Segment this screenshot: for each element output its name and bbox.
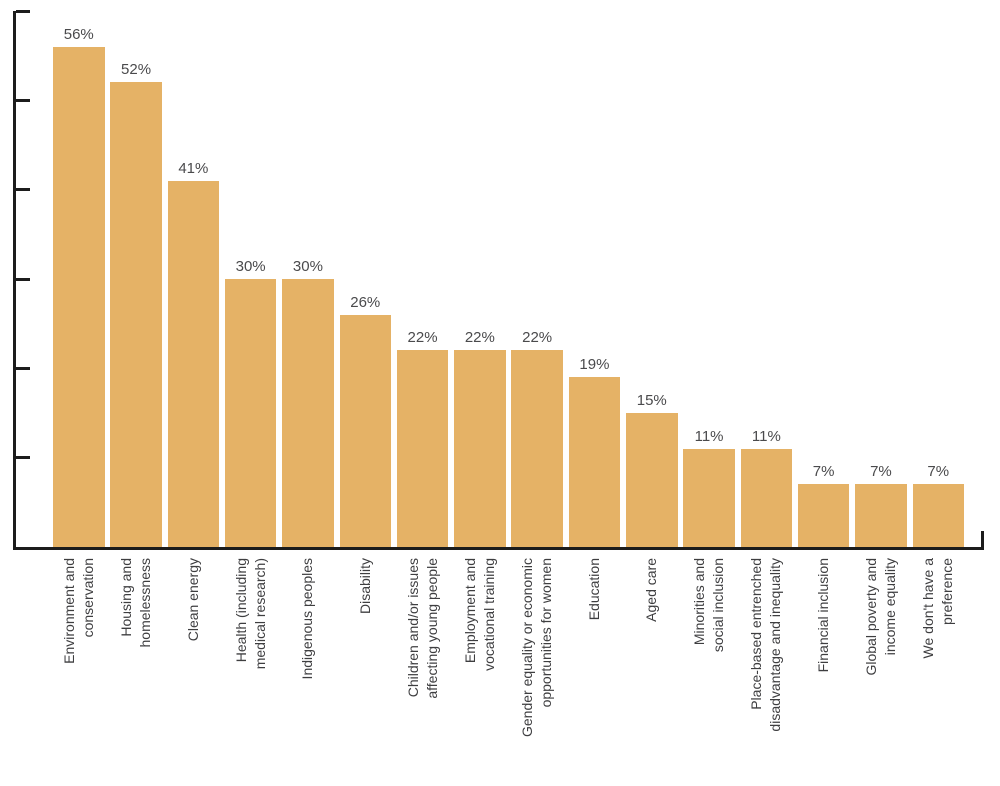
bar-value-label: 26%: [350, 293, 381, 311]
x-axis-label: We don't have a preference: [920, 558, 956, 659]
bar-value-label: 30%: [235, 258, 266, 275]
y-axis-tick: [16, 188, 30, 192]
bar-value-label: 19%: [579, 356, 610, 374]
x-axis-label: Aged care: [643, 558, 660, 622]
bar: [568, 377, 621, 547]
y-axis-tick: [16, 277, 30, 281]
bar: [511, 350, 563, 547]
x-axis-label: Children and/or issues affecting young p…: [404, 558, 440, 699]
x-axis-label: Global poverty and income equality: [862, 558, 898, 676]
bar: [224, 279, 277, 547]
x-axis-label: Financial inclusion: [815, 558, 832, 673]
y-axis-tick: [16, 9, 30, 13]
bar: [797, 484, 850, 547]
bar-value-label: 7%: [812, 463, 835, 481]
bar-value-label: 7%: [870, 463, 892, 481]
x-axis-labels: Environment and conservation Housing and …: [13, 558, 984, 786]
bar: [167, 180, 220, 547]
bar: [53, 46, 105, 547]
bar-value-label: 30%: [292, 258, 323, 275]
bar-value-label: 22%: [407, 329, 438, 347]
bar-value-label: 52%: [121, 61, 152, 79]
y-axis-tick: [16, 456, 30, 460]
x-axis-label: Place-based entrenched disadvantage and …: [748, 558, 784, 732]
y-axis-tick: [16, 366, 30, 370]
x-axis-label: Education: [585, 558, 602, 621]
x-axis-label: Housing and homelessness: [118, 558, 154, 648]
x-axis-label: Environment and conservation: [60, 558, 96, 664]
bar: [396, 350, 449, 547]
x-axis-line: [13, 547, 984, 550]
x-axis-label: Disability: [356, 558, 373, 615]
bar-value-label: 15%: [636, 392, 667, 409]
bar-value-label: 22%: [522, 329, 553, 347]
bar-value-label: 56%: [63, 25, 94, 43]
bar: [110, 82, 162, 547]
x-axis-label: Employment and vocational training: [461, 558, 497, 671]
x-axis-label: Gender equality or economic opportunitie…: [519, 558, 555, 737]
plot-area: 56% 52% 41% 30% 30% 26% 22% 22% 22% 19% 15% 11% 11% 7…: [13, 9, 984, 550]
y-axis-tick: [16, 98, 30, 102]
bar-value-label: 7%: [927, 463, 950, 481]
x-axis-label: Minorities and social inclusion: [691, 558, 727, 653]
bar: [912, 484, 964, 547]
x-axis-label: Clean energy: [184, 558, 201, 642]
x-axis-end-tick: [981, 531, 984, 547]
bar-value-label: 11%: [751, 427, 781, 445]
bar: [454, 350, 506, 547]
bar: [282, 279, 334, 547]
x-axis-label: Indigenous peoples: [299, 558, 316, 680]
x-axis-label: Health (including medical research): [232, 558, 268, 670]
bar: [339, 314, 391, 547]
y-axis-line: [13, 11, 16, 550]
bar-value-label: 11%: [694, 427, 724, 445]
bar: [626, 413, 678, 547]
bar: [683, 448, 735, 547]
bar-value-label: 22%: [464, 329, 495, 347]
bar-value-label: 41%: [178, 159, 209, 177]
bar: [740, 448, 793, 547]
bar: [855, 484, 907, 547]
